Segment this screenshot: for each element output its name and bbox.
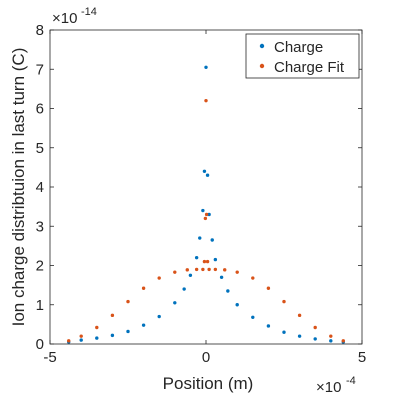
y-tick-label: 7 [36, 61, 44, 78]
point-charge-fit [141, 286, 146, 290]
point-charge-fit [126, 299, 130, 304]
y-tick-label: 3 [36, 218, 44, 235]
legend-marker-charge [259, 43, 265, 49]
point-charge-fit [173, 270, 177, 274]
point-charge [219, 275, 224, 279]
point-charge [79, 338, 83, 342]
point-charge-fit [341, 339, 345, 343]
legend: Charge Charge Fit [245, 33, 360, 79]
point-charge [141, 323, 146, 327]
point-charge-fit [67, 339, 71, 343]
x-exponent: ×10 -4 [316, 375, 356, 396]
point-charge-fit [185, 268, 189, 272]
point-charge [202, 169, 207, 173]
x-tick-label: 0 [202, 349, 210, 366]
point-charge-fit [194, 267, 199, 272]
point-charge [213, 257, 218, 262]
point-charge-fit [110, 313, 115, 318]
x-exponent-power: -4 [346, 375, 356, 387]
point-charge [198, 236, 202, 240]
point-charge-fit [282, 299, 286, 304]
y-tick-label: 4 [36, 179, 44, 196]
point-charge-fit [79, 334, 83, 338]
point-charge-fit [203, 216, 208, 221]
point-charge [266, 324, 271, 328]
point-charge-fit [297, 313, 302, 318]
point-charge [251, 315, 255, 320]
point-charge [201, 208, 205, 213]
legend-marker-charge-fit [259, 63, 265, 69]
point-charge [194, 255, 199, 260]
point-charge-fit [157, 276, 161, 280]
point-charge [297, 334, 302, 338]
point-charge [207, 212, 211, 217]
point-charge [313, 337, 317, 341]
legend-box [245, 33, 360, 79]
point-charge-fit [202, 259, 207, 264]
point-charge [204, 65, 208, 69]
point-charge [182, 287, 186, 291]
y-exponent-power: -14 [81, 6, 97, 18]
x-axis-label: Position (m) [163, 374, 254, 393]
y-exponent: ×10 -14 [52, 6, 97, 27]
point-charge [226, 289, 230, 293]
point-charge-fit [213, 267, 218, 272]
y-tick-label: 6 [36, 101, 44, 118]
y-tick-label: 8 [36, 22, 44, 39]
point-charge [188, 273, 193, 278]
x-tick-label: -5 [43, 349, 56, 366]
point-charge-fit [95, 325, 99, 330]
point-charge [157, 314, 161, 319]
point-charge-fit [207, 267, 211, 272]
point-charge-fit [223, 268, 227, 272]
plot-area [50, 30, 362, 344]
y-tick-label: 0 [36, 336, 44, 353]
point-charge [110, 333, 115, 338]
point-charge [173, 301, 177, 305]
point-charge [205, 173, 210, 177]
point-charge [235, 303, 239, 307]
point-charge-fit [266, 286, 271, 290]
y-exponent-base: ×10 [52, 10, 77, 27]
point-charge-fit [204, 98, 208, 103]
point-charge [282, 330, 286, 334]
point-charge [210, 238, 214, 242]
marks-layer [67, 65, 345, 344]
y-axis-label: Ion charge distribtuion in last turn (C) [9, 48, 28, 327]
legend-label-charge: Charge [274, 39, 323, 56]
x-tick-label: 5 [358, 349, 366, 366]
y-tick-label: 2 [36, 258, 44, 275]
point-charge [126, 329, 130, 334]
point-charge-fit [204, 212, 209, 217]
point-charge-fit [205, 259, 210, 264]
point-charge-fit [235, 270, 239, 274]
point-charge [329, 339, 333, 343]
legend-label-charge-fit: Charge Fit [274, 59, 345, 76]
x-exponent-base: ×10 [316, 379, 341, 396]
point-charge-fit [329, 334, 333, 338]
point-charge-fit [201, 267, 205, 272]
y-tick-label: 1 [36, 297, 44, 314]
y-tick-label: 5 [36, 140, 44, 157]
point-charge [95, 336, 99, 340]
point-charge-fit [251, 276, 255, 280]
point-charge-fit [313, 325, 317, 330]
